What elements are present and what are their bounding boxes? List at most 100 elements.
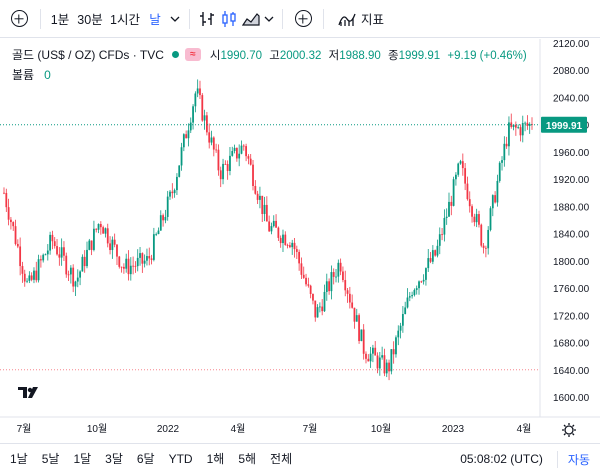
volume-label[interactable]: 볼륨 [12,68,35,82]
settings-gear[interactable] [562,423,576,437]
low-value: 1988.90 [339,49,381,62]
candle-body [217,149,220,171]
candle-body [381,355,384,358]
candle-body [487,229,490,249]
market-status[interactable]: ≈ [171,48,201,61]
candle-body [164,216,167,221]
candle-body [83,256,86,267]
candle-body [233,147,236,152]
candle-body [229,155,231,171]
candle-body [376,355,379,369]
candle-body [395,337,397,355]
candle-body [104,228,107,234]
price-tick-label: 1840.00 [553,230,590,241]
toolbar-divider [40,8,41,29]
candle-body [176,176,178,191]
candle-body [434,250,437,256]
candle-body [208,132,211,143]
toolbar-divider [323,8,324,29]
candle-body [63,247,65,256]
interval-1m-button[interactable]: 1분 [50,13,70,27]
candle-body [51,234,54,242]
candle-body [134,265,137,267]
compare-symbol-button[interactable] [289,5,317,33]
candle-body [109,243,111,251]
candle-body [411,295,414,297]
candle-body [189,122,192,131]
candle-body [60,247,63,258]
range-6m-button[interactable]: 6달 [136,452,155,466]
add-symbol-button[interactable] [4,5,34,33]
range-1m-button[interactable]: 1달 [73,452,92,466]
candle-body [291,242,294,248]
candle-body [14,226,17,244]
candle-body [5,192,8,208]
candle-body [152,234,155,260]
candle-body [10,219,12,223]
range-1d-button[interactable]: 1날 [10,452,28,466]
candle-body [102,227,105,234]
symbol-title[interactable]: 골드 (US$ / OZ) CFDs · TVC [12,48,164,62]
candle-body [325,281,328,292]
auto-scale-button[interactable]: 자동 [556,450,590,468]
candle-body [143,260,146,264]
interval-dropdown-button[interactable] [167,5,183,33]
candle-body [65,255,68,275]
range-1y-button[interactable]: 1해 [206,452,225,466]
candle-body [452,179,455,206]
open-label: 시 [209,49,221,62]
candle-body [67,274,70,276]
range-5y-button[interactable]: 5해 [238,452,257,466]
candle-body [97,223,100,230]
candle-body [374,347,377,356]
gear-icon-spokes [562,423,576,437]
range-5d-button[interactable]: 5날 [41,452,60,466]
candle-body [7,207,10,220]
range-all-button[interactable]: 전체 [270,452,293,466]
candle-body [473,216,476,223]
interval-1h-button[interactable]: 1시간 [110,13,140,27]
range-3m-button[interactable]: 3달 [105,452,123,466]
candle-body [28,275,31,281]
candle-body [524,122,526,124]
interval-30m-button[interactable]: 30분 [77,13,103,27]
chart-area[interactable]: 2120.002080.002040.002000.001960.001920.… [0,39,600,441]
candle-body [441,234,443,236]
high-value: 2000.32 [279,49,322,62]
candle-body [519,127,522,136]
price-chart[interactable]: 2120.002080.002040.002000.001960.001920.… [0,39,600,441]
candle-body [171,191,174,194]
interval-day-button[interactable]: 날 [149,13,161,27]
candle-body [12,222,15,227]
bar-style-button[interactable] [196,5,218,33]
tradingview-logo [18,387,38,398]
gear-icon[interactable] [564,425,574,435]
candle-body [222,163,224,180]
candle-body [69,267,72,275]
chart-type-dropdown-button[interactable] [262,5,276,33]
candle-body [457,163,460,175]
candle-body [526,122,529,126]
candle-body [415,288,418,290]
price-tick-label: 1760.00 [553,284,590,295]
candle-body [307,284,310,286]
candle-body [503,143,506,161]
candle-body [464,168,467,184]
candles-group [3,79,533,381]
candle-body [390,349,393,372]
candle-body [93,228,95,250]
candle-body [192,106,194,123]
area-style-button[interactable] [240,5,262,33]
candle-body [286,245,289,246]
candle-body [113,239,116,245]
indicators-button[interactable]: 지표 [330,5,392,33]
candle-style-button[interactable] [218,5,240,33]
candle-body [150,258,153,260]
candle-body [196,88,199,94]
range-ytd-button[interactable]: YTD [168,451,193,466]
candle-body [58,254,61,258]
utc-clock[interactable]: 05:08:02 (UTC) [460,452,543,466]
price-tick-label: 1640.00 [553,366,590,377]
candle-body [254,186,257,194]
candle-body [369,353,372,362]
